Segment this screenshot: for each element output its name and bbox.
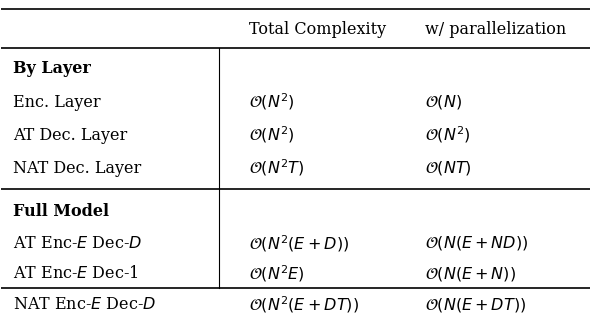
Text: AT Dec. Layer: AT Dec. Layer xyxy=(13,127,128,143)
Text: $\mathcal{O}(N(E+N))$: $\mathcal{O}(N(E+N))$ xyxy=(425,265,517,283)
Text: AT Enc-$E$ Dec-1: AT Enc-$E$ Dec-1 xyxy=(13,265,139,283)
Text: $\mathcal{O}(N(E+DT))$: $\mathcal{O}(N(E+DT))$ xyxy=(425,296,526,314)
Text: $\mathcal{O}(N^2(E+DT))$: $\mathcal{O}(N^2(E+DT))$ xyxy=(249,295,359,315)
Text: NAT Dec. Layer: NAT Dec. Layer xyxy=(13,160,141,177)
Text: AT Enc-$E$ Dec-$D$: AT Enc-$E$ Dec-$D$ xyxy=(13,235,142,252)
Text: w/ parallelization: w/ parallelization xyxy=(425,21,566,39)
Text: $\mathcal{O}(N^2E)$: $\mathcal{O}(N^2E)$ xyxy=(249,264,305,284)
Text: $\mathcal{O}(N^2)$: $\mathcal{O}(N^2)$ xyxy=(249,125,294,145)
Text: Full Model: Full Model xyxy=(13,203,109,220)
Text: $\mathcal{O}(N^2)$: $\mathcal{O}(N^2)$ xyxy=(425,125,471,145)
Text: By Layer: By Layer xyxy=(13,60,91,77)
Text: NAT Enc-$E$ Dec-$D$: NAT Enc-$E$ Dec-$D$ xyxy=(13,296,157,313)
Text: $\mathcal{O}(NT)$: $\mathcal{O}(NT)$ xyxy=(425,159,472,177)
Text: Total Complexity: Total Complexity xyxy=(249,21,386,39)
Text: $\mathcal{O}(N^2)$: $\mathcal{O}(N^2)$ xyxy=(249,92,294,112)
Text: $\mathcal{O}(N^2T)$: $\mathcal{O}(N^2T)$ xyxy=(249,158,304,179)
Text: Enc. Layer: Enc. Layer xyxy=(13,94,101,111)
Text: $\mathcal{O}(N(E+ND))$: $\mathcal{O}(N(E+ND))$ xyxy=(425,234,529,252)
Text: $\mathcal{O}(N^2(E+D))$: $\mathcal{O}(N^2(E+D))$ xyxy=(249,233,349,254)
Text: $\mathcal{O}(N)$: $\mathcal{O}(N)$ xyxy=(425,93,462,111)
